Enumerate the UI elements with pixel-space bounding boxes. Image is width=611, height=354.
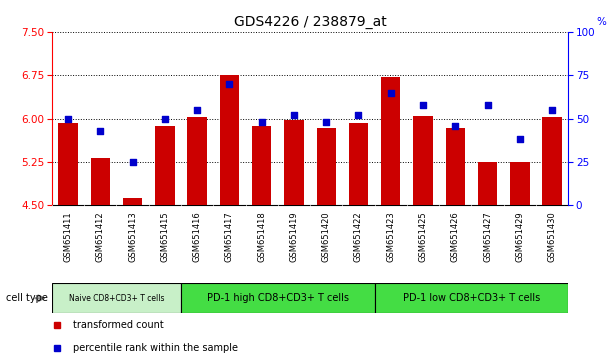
Text: GSM651415: GSM651415	[160, 212, 169, 262]
Bar	[316, 128, 336, 205]
Point	[418, 102, 428, 108]
Bar	[375, 283, 568, 313]
Text: GSM651423: GSM651423	[386, 212, 395, 262]
Bar	[220, 75, 239, 205]
Text: GSM651422: GSM651422	[354, 212, 363, 262]
Point	[95, 128, 105, 133]
Bar	[381, 77, 400, 205]
Point	[450, 123, 460, 129]
Point	[289, 112, 299, 118]
Point	[224, 81, 234, 87]
Bar	[414, 116, 433, 205]
Text: GSM651412: GSM651412	[96, 212, 105, 262]
Text: GSM651429: GSM651429	[515, 212, 524, 262]
Point	[515, 137, 525, 142]
Text: GSM651417: GSM651417	[225, 212, 234, 262]
Text: PD-1 high CD8+CD3+ T cells: PD-1 high CD8+CD3+ T cells	[207, 293, 349, 303]
Bar	[155, 126, 175, 205]
Text: GSM651411: GSM651411	[64, 212, 73, 262]
Point	[63, 116, 73, 121]
Point	[257, 119, 266, 125]
Text: GSM651420: GSM651420	[322, 212, 331, 262]
Point	[192, 107, 202, 113]
Bar	[52, 283, 181, 313]
Text: transformed count: transformed count	[73, 320, 163, 330]
Text: GSM651416: GSM651416	[192, 212, 202, 262]
Bar	[123, 198, 142, 205]
Bar	[510, 162, 530, 205]
Text: GSM651418: GSM651418	[257, 212, 266, 262]
Text: GSM651430: GSM651430	[547, 212, 557, 262]
Point	[483, 102, 492, 108]
Bar	[252, 126, 271, 205]
Bar	[445, 128, 465, 205]
Text: percentile rank within the sample: percentile rank within the sample	[73, 343, 238, 353]
Bar	[188, 118, 207, 205]
Point	[547, 107, 557, 113]
Bar	[181, 283, 375, 313]
Bar	[478, 162, 497, 205]
Point	[160, 116, 170, 121]
Text: GSM651426: GSM651426	[451, 212, 460, 262]
Text: cell type: cell type	[6, 293, 48, 303]
Point	[128, 159, 137, 165]
Text: %: %	[596, 17, 607, 27]
Point	[386, 90, 396, 96]
Text: GSM651419: GSM651419	[290, 212, 298, 262]
Text: PD-1 low CD8+CD3+ T cells: PD-1 low CD8+CD3+ T cells	[403, 293, 540, 303]
Text: GSM651413: GSM651413	[128, 212, 137, 262]
Text: GSM651425: GSM651425	[419, 212, 428, 262]
Bar	[543, 118, 562, 205]
Bar	[90, 158, 110, 205]
Point	[321, 119, 331, 125]
Bar	[349, 123, 368, 205]
Bar	[284, 120, 304, 205]
Bar	[59, 123, 78, 205]
Title: GDS4226 / 238879_at: GDS4226 / 238879_at	[234, 16, 387, 29]
Text: GSM651427: GSM651427	[483, 212, 492, 262]
Point	[354, 112, 364, 118]
Text: Naive CD8+CD3+ T cells: Naive CD8+CD3+ T cells	[68, 294, 164, 303]
